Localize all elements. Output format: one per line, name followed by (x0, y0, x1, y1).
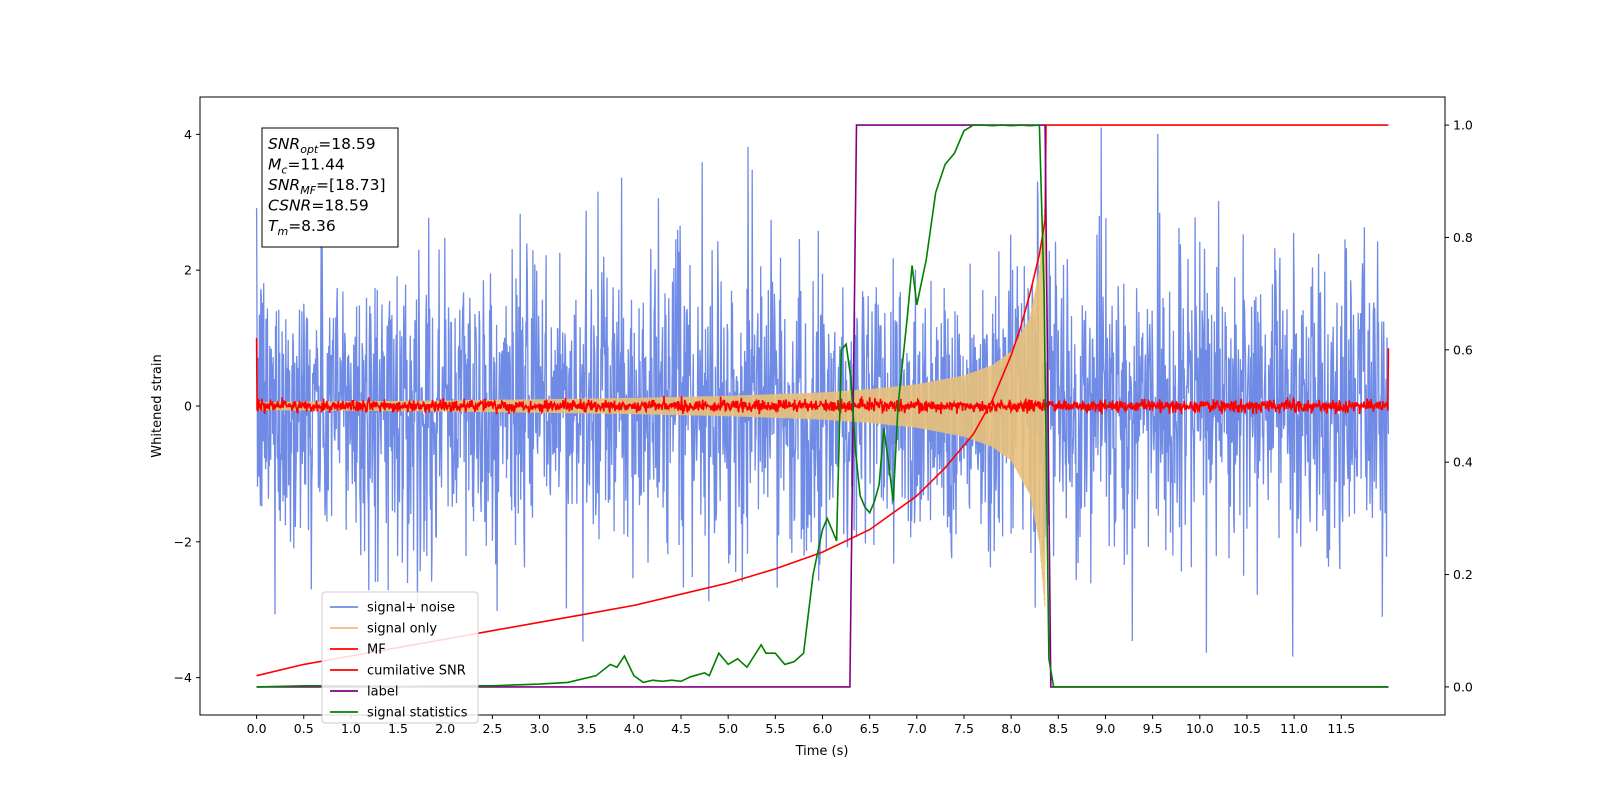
info-line: SNRopt=18.59 (268, 135, 376, 156)
x-tick-label: 10.5 (1233, 721, 1261, 736)
info-box: SNRopt=18.59Mc=11.44SNRMF=[18.73]CSNR=18… (261, 127, 399, 248)
x-tick-label: 0.5 (294, 721, 314, 736)
info-symbol: CSNR (268, 197, 311, 215)
legend-label: signal statistics (367, 706, 468, 721)
x-tick-label: 9.0 (1096, 721, 1116, 736)
info-subscript: m (277, 225, 288, 238)
info-box-frame (261, 127, 399, 248)
y2-tick-label: 1.0 (1453, 118, 1473, 133)
series-mf (255, 338, 1390, 416)
y-tick-label: 2 (184, 263, 192, 278)
info-value: =8.36 (288, 217, 336, 235)
info-line: Tm=8.36 (268, 217, 336, 238)
x-tick-label: 1.5 (388, 721, 408, 736)
y2-tick-label: 0.6 (1453, 342, 1473, 357)
x-tick-label: 8.5 (1048, 721, 1068, 736)
x-tick-label: 1.0 (341, 721, 361, 736)
y-tick-label: 0 (184, 399, 192, 414)
y-axis-left: −4 −2 0 2 4 (174, 127, 200, 685)
x-tick-label: 5.0 (718, 721, 738, 736)
info-value: =18.59 (318, 135, 375, 153)
x-tick-label: 7.0 (907, 721, 927, 736)
info-value: =11.44 (287, 156, 344, 174)
legend-label: cumilative SNR (367, 664, 466, 679)
info-line: Mc=11.44 (268, 156, 345, 177)
x-tick-label: 6.5 (860, 721, 880, 736)
info-symbol: SNR (268, 135, 300, 153)
y2-tick-label: 0.0 (1453, 679, 1473, 694)
x-tick-label: 3.5 (577, 721, 597, 736)
x-tick-label: 0.0 (247, 721, 267, 736)
y2-tick-label: 0.4 (1453, 455, 1473, 470)
x-tick-label: 10.0 (1186, 721, 1214, 736)
x-tick-label: 6.0 (813, 721, 833, 736)
info-line: CSNR=18.59 (268, 197, 369, 215)
info-subscript: MF (300, 184, 316, 197)
legend: signal+ noise signal only MF cumilative SNR… (321, 591, 479, 724)
series-signal-statistics (256, 124, 1389, 688)
x-tick-label: 7.5 (954, 721, 974, 736)
legend-label: signal only (367, 622, 437, 637)
y-axis-title: Whitened strain (150, 354, 165, 457)
y-tick-label: 4 (184, 127, 192, 142)
x-tick-label: 4.5 (671, 721, 691, 736)
y2-tick-label: 0.8 (1453, 230, 1473, 245)
series-signal-noise (255, 127, 1390, 657)
x-axis: 0.0 0.5 1.0 1.5 2.0 2.5 3.0 3.5 4.0 4.5 5.0 5.5 6.0 6… (247, 715, 1355, 736)
legend-label: MF (367, 643, 386, 658)
x-tick-label: 5.5 (765, 721, 785, 736)
legend-label: signal+ noise (367, 601, 455, 616)
x-tick-label: 9.5 (1143, 721, 1163, 736)
info-symbol: T (268, 217, 279, 235)
legend-label: label (367, 685, 398, 700)
info-subscript: c (281, 164, 287, 177)
x-tick-label: 11.0 (1280, 721, 1308, 736)
legend-frame (321, 591, 479, 724)
info-value: =[18.73] (316, 176, 385, 194)
x-tick-label: 3.0 (530, 721, 550, 736)
x-axis-title: Time (s) (795, 744, 849, 759)
x-tick-label: 2.5 (482, 721, 502, 736)
y2-tick-label: 0.2 (1453, 567, 1473, 582)
x-tick-label: 2.0 (435, 721, 455, 736)
x-tick-label: 11.5 (1327, 721, 1355, 736)
info-subscript: opt (300, 143, 319, 156)
x-tick-label: 4.0 (624, 721, 644, 736)
info-symbol: SNR (268, 176, 300, 194)
y-tick-label: −2 (174, 534, 192, 549)
info-symbol: M (268, 156, 281, 174)
info-value: =18.59 (311, 197, 368, 215)
info-line: SNRMF=[18.73] (268, 176, 386, 197)
x-tick-label: 8.0 (1001, 721, 1021, 736)
y-tick-label: −4 (174, 670, 192, 685)
y-axis-right: 0.0 0.2 0.4 0.6 0.8 1.0 (1445, 118, 1473, 694)
